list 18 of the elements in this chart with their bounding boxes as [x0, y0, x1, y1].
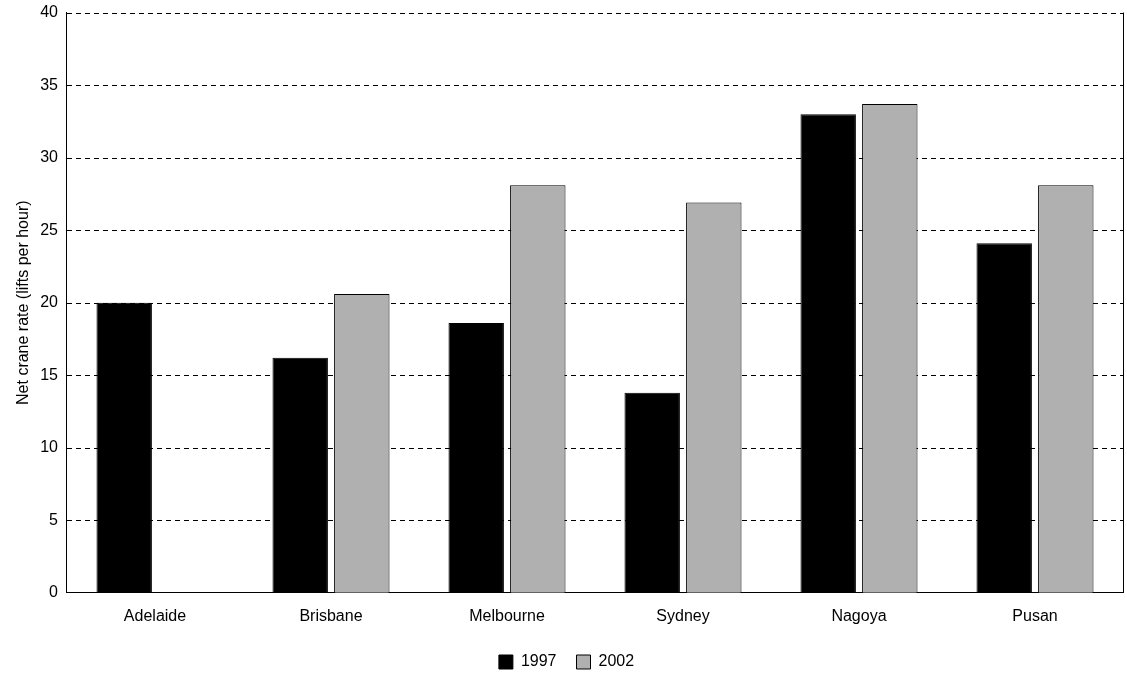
y-tick-label: 20 — [40, 293, 59, 311]
x-tick-label: Brisbane — [299, 606, 363, 624]
y-tick-label: 15 — [40, 365, 59, 383]
x-tick-label: Adelaide — [123, 606, 187, 624]
y-tick-label: 25 — [40, 220, 59, 238]
y-tick-label: 30 — [40, 148, 59, 166]
y-tick-label: 40 — [40, 3, 59, 21]
x-tick-label: Sydney — [656, 606, 710, 624]
y-tick-label: 5 — [49, 510, 59, 528]
x-tick-label: Nagoya — [831, 606, 887, 624]
legend-label: 2002 — [598, 652, 635, 670]
y-tick-label: 0 — [49, 583, 59, 601]
y-tick-label: 35 — [40, 75, 59, 93]
y-axis-title: Net crane rate (lifts per hour) — [14, 200, 32, 405]
legend-label: 1997 — [520, 652, 557, 670]
x-tick-label: Pusan — [1012, 606, 1058, 624]
x-tick-label: Melbourne — [469, 606, 545, 624]
y-tick-label: 10 — [40, 438, 59, 456]
